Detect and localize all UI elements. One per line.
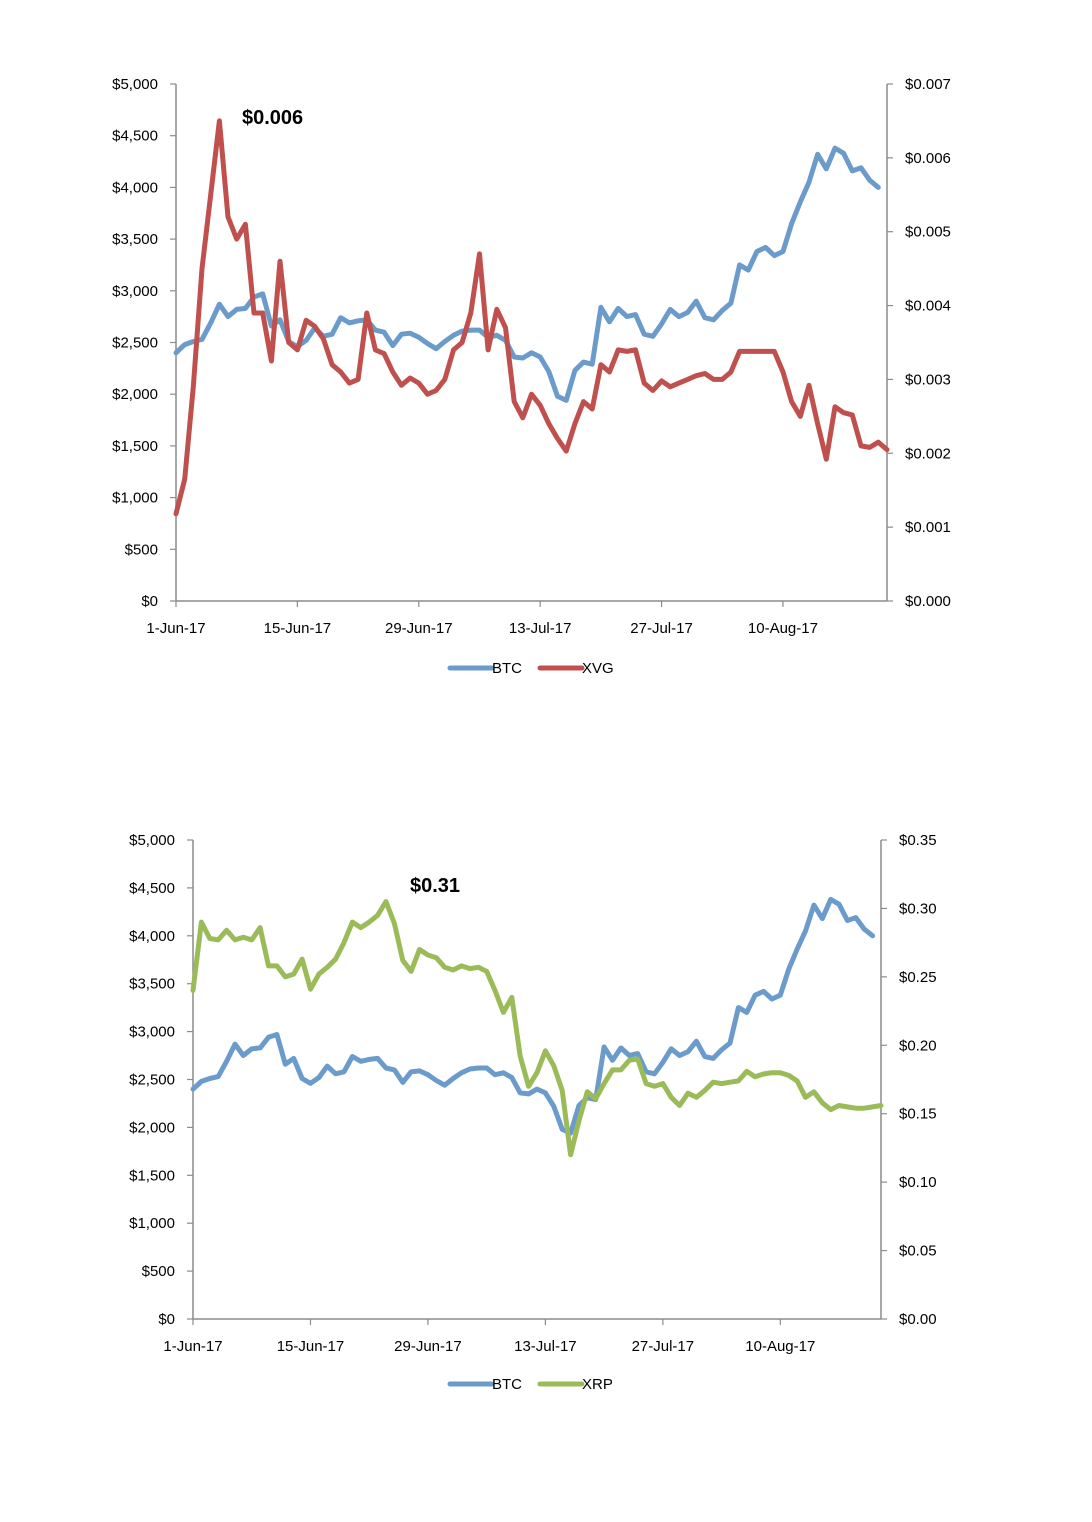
left-y-tick-label: $2,500	[112, 335, 158, 352]
right-y-tick-label: $0.007	[905, 76, 951, 93]
right-y-tick-label: $0.005	[905, 224, 951, 241]
right-y-tick-label: $0.002	[905, 445, 951, 462]
left-y-tick-label: $1,000	[112, 490, 158, 507]
right-y-tick-label: $0.001	[905, 519, 951, 536]
left-y-tick-label: $3,000	[129, 1024, 175, 1041]
left-y-tick-label: $1,500	[129, 1167, 175, 1184]
x-tick-label: 1-Jun-17	[163, 1338, 222, 1355]
legend-label-btc: BTC	[492, 1376, 522, 1393]
x-tick-label: 15-Jun-17	[264, 620, 332, 637]
left-y-tick-label: $500	[142, 1263, 175, 1280]
left-y-tick-label: $2,000	[129, 1119, 175, 1136]
x-tick-label: 13-Jul-17	[509, 620, 572, 637]
left-y-tick-label: $5,000	[129, 832, 175, 849]
left-y-tick-label: $4,500	[112, 128, 158, 145]
right-y-tick-label: $0.00	[899, 1311, 937, 1328]
x-tick-label: 29-Jun-17	[385, 620, 453, 637]
right-y-tick-label: $0.000	[905, 593, 951, 610]
left-y-tick-label: $3,500	[129, 976, 175, 993]
right-y-tick-label: $0.25	[899, 969, 937, 986]
right-y-tick-label: $0.05	[899, 1243, 937, 1260]
right-y-tick-label: $0.006	[905, 150, 951, 167]
x-tick-label: 15-Jun-17	[277, 1338, 345, 1355]
left-y-tick-label: $3,000	[112, 283, 158, 300]
x-tick-label: 27-Jul-17	[632, 1338, 695, 1355]
left-y-tick-label: $0	[158, 1311, 175, 1328]
left-y-tick-label: $0	[141, 593, 158, 610]
left-y-tick-label: $1,500	[112, 438, 158, 455]
left-y-tick-label: $4,000	[129, 928, 175, 945]
series-line-btc	[190, 896, 876, 1136]
x-tick-label: 29-Jun-17	[394, 1338, 462, 1355]
btc-xvg-chart: $0 $500 $1,000 $1,500 $2,000 $2,500 $3,000 $3,5…	[112, 76, 951, 677]
left-y-tick-label: $4,500	[129, 880, 175, 897]
legend-label-btc: BTC	[492, 660, 522, 677]
right-y-tick-label: $0.35	[899, 832, 937, 849]
x-tick-label: 10-Aug-17	[745, 1338, 815, 1355]
series-line-xvg	[173, 118, 890, 517]
right-y-tick-label: $0.004	[905, 298, 951, 315]
right-y-tick-label: $0.30	[899, 900, 937, 917]
right-y-tick-label: $0.20	[899, 1037, 937, 1054]
left-y-tick-label: $5,000	[112, 76, 158, 93]
legend-label-xvg: XVG	[582, 660, 614, 677]
legend-label-xrp: XRP	[582, 1376, 613, 1393]
x-tick-label: 27-Jul-17	[630, 620, 693, 637]
left-y-tick-label: $2,500	[129, 1072, 175, 1089]
peak-annotation: $0.31	[410, 875, 460, 897]
peak-annotation: $0.006	[242, 107, 303, 129]
left-y-tick-label: $1,000	[129, 1215, 175, 1232]
x-tick-label: 10-Aug-17	[748, 620, 818, 637]
series-line-xrp	[190, 899, 884, 1158]
left-y-tick-label: $4,000	[112, 179, 158, 196]
btc-xrp-chart: $0 $500 $1,000 $1,500 $2,000 $2,500 $3,000 $3,5…	[129, 832, 937, 1393]
x-tick-label: 13-Jul-17	[514, 1338, 577, 1355]
right-y-tick-label: $0.15	[899, 1106, 937, 1123]
right-y-tick-label: $0.10	[899, 1174, 937, 1191]
right-y-tick-label: $0.003	[905, 371, 951, 388]
left-y-tick-label: $2,000	[112, 386, 158, 403]
x-tick-label: 1-Jun-17	[146, 620, 205, 637]
left-y-tick-label: $500	[125, 541, 158, 558]
left-y-tick-label: $3,500	[112, 231, 158, 248]
